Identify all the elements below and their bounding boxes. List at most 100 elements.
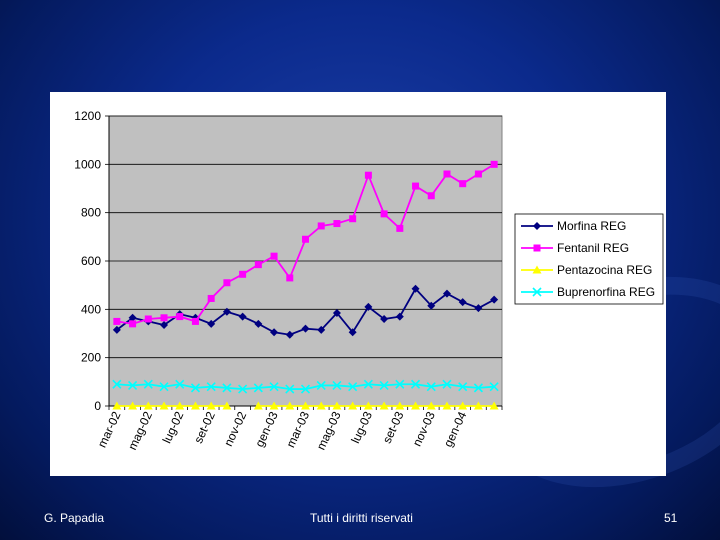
data-point [533,222,541,230]
data-point [176,313,184,321]
data-point [285,384,295,394]
data-point [191,313,200,322]
data-point [427,192,435,200]
data-point [316,380,326,391]
data-point [253,401,263,410]
data-point [206,401,216,410]
series-pentazocina-reg [112,401,499,410]
x-tick-label: lug-02 [160,409,187,445]
data-point [159,401,169,410]
data-point [363,401,373,410]
data-point [317,222,325,230]
data-point [348,401,358,410]
data-point [285,330,294,339]
data-point [473,401,483,410]
data-point [426,382,436,392]
y-tick-label: 1000 [74,157,101,171]
data-point [442,379,452,389]
data-point [300,384,311,394]
footer-rights: Tutti i diritti riservati [310,511,413,525]
data-point [269,401,279,410]
data-point [190,383,201,393]
x-tick-label: mag-02 [125,409,155,452]
data-point [238,384,248,394]
data-point [317,325,326,334]
data-point [458,382,468,392]
data-point [442,401,452,410]
data-point [348,328,357,337]
data-point [458,298,467,307]
data-point [270,252,278,260]
legend-label: Morfina REG [557,219,626,233]
data-point [427,301,436,310]
legend-entry: Morfina REG [521,219,626,233]
x-tick-label: set-02 [191,409,218,445]
data-point [332,401,342,410]
y-tick-label: 800 [81,206,101,220]
legend-entry: Buprenorfina REG [521,285,655,299]
data-point [239,270,247,278]
legend-label: Buprenorfina REG [557,285,655,299]
data-point [412,182,420,190]
data-point [379,401,389,410]
data-point [207,294,215,302]
data-point [474,304,483,313]
data-point [206,382,216,392]
legend-entry: Pentazocina REG [521,263,652,277]
data-point [129,320,137,328]
data-point [159,382,169,392]
y-tick-label: 400 [81,302,101,316]
data-point [333,220,341,228]
data-point [143,379,153,389]
data-point [223,279,231,287]
data-point [285,401,295,410]
data-point [380,210,388,218]
data-point [175,401,185,410]
data-point [410,379,421,389]
data-point [490,295,499,304]
data-point [254,319,263,328]
data-point [316,401,326,410]
x-tick-label: gen-04 [441,409,470,449]
data-point [363,379,373,389]
data-point [286,274,294,282]
data-point [190,401,200,410]
data-point [349,215,357,223]
chart-panel: 0 200 400 600 800 1000 1200 mar-02 mag-02 lug-02 s… [50,92,666,476]
data-point [191,317,199,325]
data-point [128,380,138,391]
data-point [222,383,232,393]
data-point [254,261,262,269]
data-point [532,265,542,274]
data-point [411,284,420,293]
y-tick-label: 0 [94,399,101,413]
data-point [348,382,358,392]
footer-author: G. Papadia [44,511,105,525]
data-point [489,382,499,392]
data-point [411,401,421,410]
data-point [144,315,152,323]
data-point [175,379,185,389]
data-point [395,379,405,389]
data-point [112,379,122,389]
data-point [238,312,247,321]
data-point [426,401,436,410]
data-point [395,312,404,321]
data-point [302,235,309,243]
data-point [253,383,263,393]
x-tick-label: gen-03 [252,409,281,449]
data-point [364,171,372,179]
data-point [222,307,231,316]
x-tick-label: mar-03 [283,409,312,450]
data-point [395,401,405,410]
series-fentanil-reg [113,160,498,328]
data-point [490,160,498,168]
data-point [222,401,232,410]
x-tick-label: set-03 [380,409,407,445]
legend-entry: Fentanil REG [521,241,629,255]
data-point [474,170,482,178]
data-point [160,314,168,322]
data-point [442,289,451,298]
data-point [533,244,541,252]
